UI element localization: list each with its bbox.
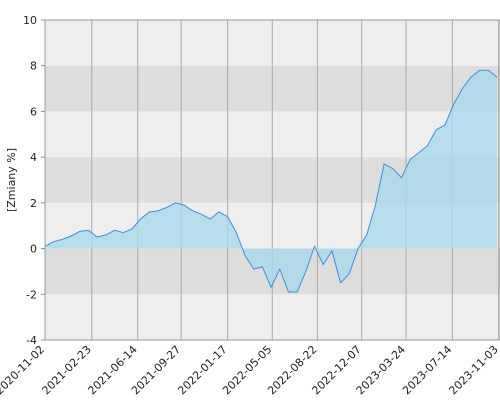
y-tick-label: 6 [30, 105, 37, 118]
line [44, 69, 498, 293]
y-tick-label: 4 [30, 151, 37, 164]
y-tick-label: -4 [26, 334, 37, 347]
y-axis-label: [Zmiany %] [5, 148, 18, 212]
plot-frame [44, 19, 500, 341]
y-tick-label: 10 [23, 14, 37, 27]
y-tick-label: 0 [30, 243, 37, 256]
y-tick-label: -2 [26, 288, 37, 301]
area [45, 70, 498, 292]
x-tick-label: 2023-11-03 [446, 343, 500, 397]
y-tick-label: 8 [30, 60, 37, 73]
y-tick-label: 2 [30, 197, 37, 210]
